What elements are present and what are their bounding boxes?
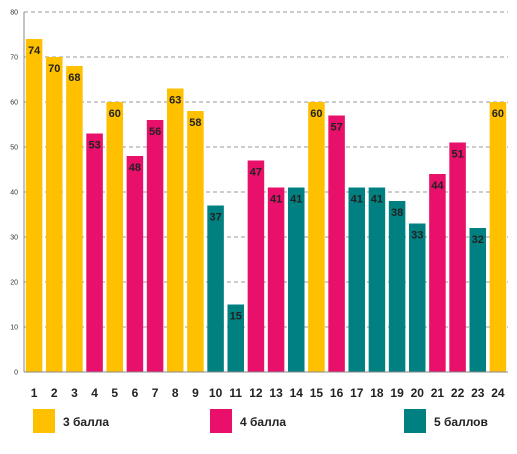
bar-20 xyxy=(408,223,426,372)
bar-1 xyxy=(25,39,43,372)
data-label-15: 60 xyxy=(310,108,322,120)
x-tick-label-21: 21 xyxy=(431,386,445,400)
data-labels: 74 70 68 53 60 48 56 63 58 37 15 47 41 41 60 57 41 41 38 33… xyxy=(28,45,504,323)
x-tick-label-10: 10 xyxy=(209,386,223,400)
bar-4 xyxy=(86,133,103,372)
y-tick-label: 50 xyxy=(10,145,18,152)
bar-13 xyxy=(267,187,285,372)
x-tick-label-14: 14 xyxy=(290,386,304,400)
x-axis-labels: 1 2 3 4 5 6 7 8 9 10 11 12 13 14 15 16 17 18 19 20 21 22 23 24 xyxy=(31,386,505,400)
data-label-18: 41 xyxy=(371,194,383,206)
y-tick-label: 20 xyxy=(10,280,18,287)
data-label-13: 41 xyxy=(270,194,282,206)
gridlines xyxy=(24,11,508,328)
y-tick-label: 70 xyxy=(10,55,18,62)
y-tick-label: 30 xyxy=(10,235,18,242)
data-label-14: 41 xyxy=(290,194,302,206)
data-label-9: 58 xyxy=(189,117,201,129)
data-label-17: 41 xyxy=(351,194,363,206)
data-label-4: 53 xyxy=(88,140,100,152)
legend: 3 балла 4 балла 5 баллов xyxy=(0,409,517,439)
bar-21 xyxy=(429,174,446,372)
bar-5 xyxy=(106,102,124,372)
bars xyxy=(25,39,507,372)
legend-label-5: 5 баллов xyxy=(434,415,488,429)
bar-11 xyxy=(227,304,245,372)
data-label-5: 60 xyxy=(109,108,121,120)
x-tick-label-11: 11 xyxy=(229,386,242,400)
bar-19 xyxy=(388,201,406,372)
x-tick-label-19: 19 xyxy=(390,386,404,400)
y-tick-label: 60 xyxy=(10,100,18,107)
legend-label-3: 3 балла xyxy=(63,415,110,429)
y-tick-label: 80 xyxy=(10,10,18,17)
data-label-20: 33 xyxy=(411,230,423,242)
data-label-8: 63 xyxy=(169,95,181,107)
legend-swatch-5 xyxy=(404,409,426,433)
x-tick-label-5: 5 xyxy=(111,386,118,400)
bar-17 xyxy=(348,187,366,372)
data-label-2: 70 xyxy=(48,63,60,75)
data-label-7: 56 xyxy=(149,126,161,138)
data-label-19: 38 xyxy=(391,207,403,219)
bar-7 xyxy=(146,120,164,372)
x-tick-label-1: 1 xyxy=(31,386,38,400)
legend-swatch-4 xyxy=(210,409,232,433)
x-tick-label-15: 15 xyxy=(310,386,324,400)
x-tick-label-8: 8 xyxy=(172,386,179,400)
y-axis-ticks: 0 10 20 30 40 50 60 70 80 xyxy=(10,10,18,377)
x-tick-label-16: 16 xyxy=(330,386,344,400)
x-tick-label-22: 22 xyxy=(451,386,465,400)
bar-8 xyxy=(166,88,184,372)
bar-6 xyxy=(126,156,144,372)
data-label-12: 47 xyxy=(250,167,262,179)
y-tick-label: 0 xyxy=(14,370,18,377)
x-tick-label-3: 3 xyxy=(71,386,78,400)
data-label-1: 74 xyxy=(28,45,41,57)
legend-label-4: 4 балла xyxy=(240,415,287,429)
bar-22 xyxy=(449,142,466,372)
bar-9 xyxy=(187,111,204,372)
x-tick-label-23: 23 xyxy=(471,386,485,400)
y-tick-label: 10 xyxy=(10,325,18,332)
data-label-3: 68 xyxy=(68,72,80,84)
bar-16 xyxy=(328,115,345,372)
bar-14 xyxy=(287,187,305,372)
data-label-24: 60 xyxy=(492,108,504,120)
bar-24 xyxy=(489,102,507,372)
bar-23 xyxy=(469,228,487,372)
data-label-22: 51 xyxy=(451,149,463,161)
y-tick-label: 40 xyxy=(10,190,18,197)
data-label-6: 48 xyxy=(129,162,141,174)
x-tick-label-7: 7 xyxy=(152,386,159,400)
data-label-23: 32 xyxy=(472,234,484,246)
x-tick-label-12: 12 xyxy=(249,386,263,400)
bar-3 xyxy=(66,66,83,372)
bar-10 xyxy=(207,205,224,372)
bar-12 xyxy=(247,160,265,372)
x-tick-label-18: 18 xyxy=(370,386,384,400)
data-label-21: 44 xyxy=(431,180,444,192)
axes xyxy=(23,12,508,373)
bar-15 xyxy=(308,102,325,372)
x-tick-label-2: 2 xyxy=(51,386,58,400)
x-tick-label-9: 9 xyxy=(192,386,199,400)
x-tick-label-20: 20 xyxy=(411,386,425,400)
x-tick-label-6: 6 xyxy=(132,386,139,400)
x-tick-label-13: 13 xyxy=(269,386,283,400)
x-tick-label-24: 24 xyxy=(491,386,505,400)
data-label-10: 37 xyxy=(209,212,221,224)
bar-18 xyxy=(368,187,386,372)
x-tick-label-17: 17 xyxy=(350,386,364,400)
x-tick-label-4: 4 xyxy=(91,386,98,400)
legend-swatch-3 xyxy=(33,409,55,433)
bar-2 xyxy=(45,57,63,372)
data-label-16: 57 xyxy=(330,122,342,134)
data-label-11: 15 xyxy=(230,311,242,323)
